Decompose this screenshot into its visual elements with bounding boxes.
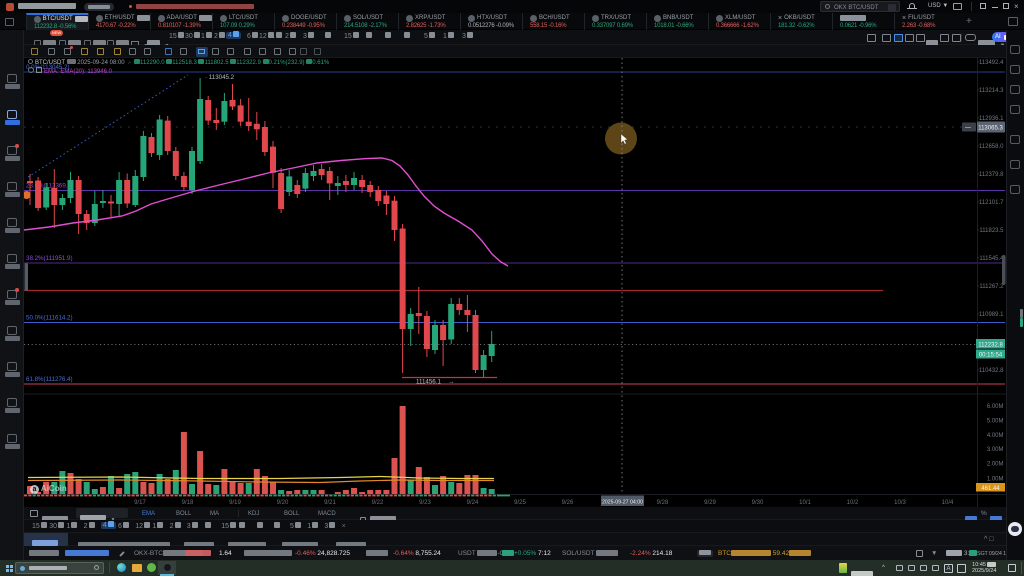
svg-text:9/29: 9/29 (704, 500, 716, 506)
svg-text:9/18: 9/18 (182, 500, 194, 506)
svg-text:9/21: 9/21 (324, 500, 336, 506)
svg-text:9/20: 9/20 (277, 500, 289, 506)
svg-text:112232.8: 112232.8 (978, 342, 1003, 348)
svg-text:110989.1: 110989.1 (979, 312, 1004, 318)
svg-text:6.00M: 6.00M (987, 404, 1004, 410)
svg-text:9/17: 9/17 (134, 500, 146, 506)
svg-text:111456.1: 111456.1 (416, 379, 441, 386)
svg-text:111823.5: 111823.5 (979, 228, 1004, 234)
svg-text:—: — (965, 126, 971, 132)
svg-text:112936.1: 112936.1 (979, 116, 1004, 122)
svg-text:10/2: 10/2 (847, 500, 859, 506)
svg-text:10/1: 10/1 (799, 500, 811, 506)
svg-text:50.0%(111614.2): 50.0%(111614.2) (26, 315, 73, 322)
svg-text:5.00M: 5.00M (987, 419, 1004, 425)
svg-text:9/23: 9/23 (419, 500, 431, 506)
svg-text:9/25: 9/25 (514, 500, 526, 506)
svg-text:38.2%(111951.9): 38.2%(111951.9) (26, 255, 73, 262)
svg-text:461.44: 461.44 (981, 486, 1000, 492)
svg-text:112379.8: 112379.8 (979, 172, 1004, 178)
svg-text:3.00M: 3.00M (987, 447, 1004, 453)
svg-text:→: → (448, 379, 454, 386)
svg-text:1.00M: 1.00M (987, 477, 1004, 483)
svg-text:10/4: 10/4 (942, 500, 954, 506)
svg-text:0.0%(113045.2): 0.0%(113045.2) (26, 64, 70, 71)
svg-text:9/24: 9/24 (467, 500, 479, 506)
svg-text:113065.3: 113065.3 (978, 125, 1003, 131)
svg-text:· 113045.2: · 113045.2 (205, 74, 235, 81)
svg-text:61.8%(111276.4): 61.8%(111276.4) (26, 376, 73, 383)
svg-text:111267.2: 111267.2 (979, 284, 1004, 290)
svg-text:9/26: 9/26 (562, 500, 574, 506)
svg-text:9/19: 9/19 (229, 500, 241, 506)
svg-text:00:15:54: 00:15:54 (979, 352, 1003, 358)
svg-text:2025-09-27 04:00: 2025-09-27 04:00 (602, 500, 643, 506)
svg-text:23.6%(112369.8): 23.6%(112369.8) (26, 183, 73, 190)
svg-text:4.00M: 4.00M (987, 433, 1004, 439)
svg-text:110432.8: 110432.8 (979, 368, 1004, 374)
svg-text:9/30: 9/30 (752, 500, 764, 506)
svg-text:9/22: 9/22 (372, 500, 384, 506)
svg-text:113214.3: 113214.3 (979, 88, 1004, 94)
svg-text:111545.4: 111545.4 (979, 256, 1004, 262)
svg-text:112658.0: 112658.0 (979, 144, 1004, 150)
svg-text:113492.4: 113492.4 (979, 60, 1004, 66)
svg-text:10/3: 10/3 (894, 500, 906, 506)
svg-text:9/28: 9/28 (657, 500, 669, 506)
svg-text:2.00M: 2.00M (987, 462, 1004, 468)
svg-text:112101.7: 112101.7 (979, 200, 1004, 206)
